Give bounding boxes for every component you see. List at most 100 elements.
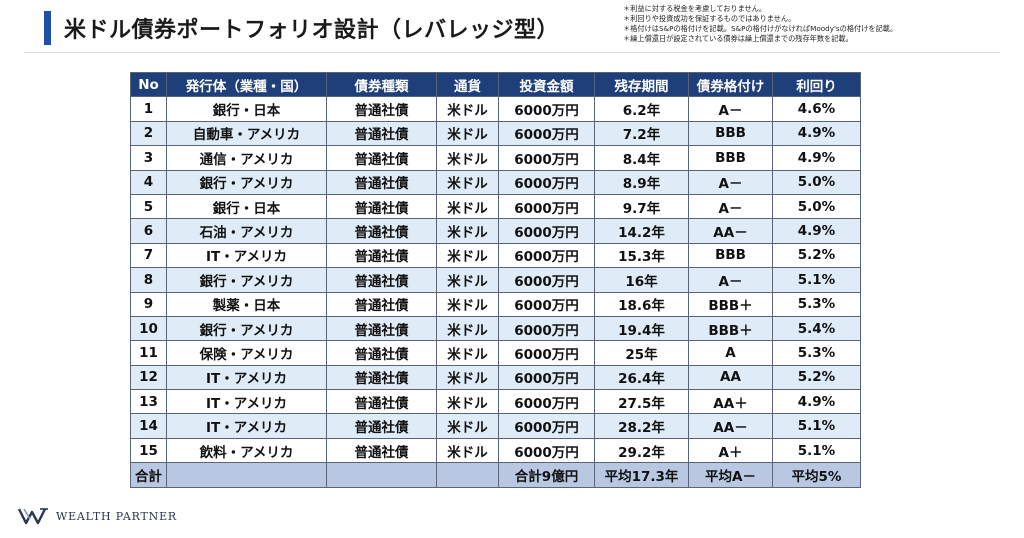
cell-col-bond-type: 普通社債 xyxy=(326,413,437,439)
cell-col-bond-type: 普通社債 xyxy=(326,96,437,122)
page-title: 米ドル債券ポートフォリオ設計（レバレッジ型） xyxy=(64,18,560,43)
cell-col-currency: 米ドル xyxy=(436,96,499,122)
cell-col-remaining-term: 8.9年 xyxy=(594,169,689,195)
cell-col-currency: 米ドル xyxy=(436,193,499,220)
cell-col-issuer: 銀行・アメリカ xyxy=(166,169,327,195)
total-col-rating: 平均A－ xyxy=(688,462,773,488)
header-divider xyxy=(24,52,1000,53)
cell-col-no: 8 xyxy=(130,267,167,293)
table-row: 10 銀行・アメリカ 普通社債 米ドル 6000万円 19.4年 BBB＋ 5.4% xyxy=(130,315,861,342)
cell-col-rating: BBB xyxy=(688,145,773,171)
header-col-bond-type: 債券種類 xyxy=(326,71,437,98)
cell-col-rating: AA＋ xyxy=(688,389,773,415)
cell-col-amount: 6000万円 xyxy=(498,193,595,220)
cell-col-currency: 米ドル xyxy=(436,218,499,244)
cell-col-amount: 6000万円 xyxy=(498,437,595,464)
cell-col-bond-type: 普通社債 xyxy=(326,389,437,415)
cell-col-no: 13 xyxy=(130,389,167,415)
cell-col-currency: 米ドル xyxy=(436,437,499,464)
disclaimer-note: ＊格付けはS&Pの格付けを記載。S&Pの格付けがなければMoody'sの格付けを… xyxy=(623,24,898,33)
cell-col-amount: 6000万円 xyxy=(498,267,595,293)
cell-col-amount: 6000万円 xyxy=(498,218,595,244)
cell-col-amount: 6000万円 xyxy=(498,169,595,195)
cell-col-issuer: 自動車・アメリカ xyxy=(166,120,327,147)
cell-col-amount: 6000万円 xyxy=(498,145,595,171)
cell-col-issuer: 銀行・日本 xyxy=(166,96,327,122)
cell-col-no: 12 xyxy=(130,364,167,391)
cell-col-rating: A＋ xyxy=(688,437,773,464)
cell-col-issuer: IT・アメリカ xyxy=(166,389,327,415)
cell-col-remaining-term: 7.2年 xyxy=(594,120,689,147)
cell-col-remaining-term: 8.4年 xyxy=(594,145,689,171)
total-col-no: 合計 xyxy=(130,462,167,488)
total-col-amount: 合計9億円 xyxy=(498,462,595,488)
cell-col-amount: 6000万円 xyxy=(498,389,595,415)
cell-col-issuer: 製薬・日本 xyxy=(166,291,327,317)
wealth-partner-w-mark-icon xyxy=(18,508,48,525)
cell-col-currency: 米ドル xyxy=(436,120,499,147)
cell-col-remaining-term: 29.2年 xyxy=(594,437,689,464)
cell-col-rating: A－ xyxy=(688,96,773,122)
table-header-row: No 発行体（業種・国） 債券種類 通貨 投資金額 残存期間 債券格付け 利回り xyxy=(130,71,861,98)
table-row: 12 IT・アメリカ 普通社債 米ドル 6000万円 26.4年 AA 5.2% xyxy=(130,364,861,391)
table-row: 8 銀行・アメリカ 普通社債 米ドル 6000万円 16年 A－ 5.1% xyxy=(130,267,861,293)
cell-col-currency: 米ドル xyxy=(436,145,499,171)
cell-col-amount: 6000万円 xyxy=(498,340,595,366)
cell-col-no: 15 xyxy=(130,437,167,464)
table-row: 4 銀行・アメリカ 普通社債 米ドル 6000万円 8.9年 A－ 5.0% xyxy=(130,169,861,195)
cell-col-remaining-term: 6.2年 xyxy=(594,96,689,122)
cell-col-remaining-term: 26.4年 xyxy=(594,364,689,391)
cell-col-issuer: 銀行・日本 xyxy=(166,193,327,220)
cell-col-currency: 米ドル xyxy=(436,389,499,415)
cell-col-no: 1 xyxy=(130,96,167,122)
table-row: 14 IT・アメリカ 普通社債 米ドル 6000万円 28.2年 AA－ 5.1% xyxy=(130,413,861,439)
disclaimer-note: ＊利回りや投資成功を保証するものではありません。 xyxy=(623,14,796,23)
cell-col-rating: AA xyxy=(688,364,773,391)
table-row: 15 飲料・アメリカ 普通社債 米ドル 6000万円 29.2年 A＋ 5.1% xyxy=(130,437,861,464)
cell-col-remaining-term: 9.7年 xyxy=(594,193,689,220)
cell-col-bond-type: 普通社債 xyxy=(326,437,437,464)
cell-col-yield: 4.9% xyxy=(772,145,861,171)
total-col-currency xyxy=(436,462,499,488)
cell-col-no: 3 xyxy=(130,145,167,171)
cell-col-no: 10 xyxy=(130,315,167,342)
cell-col-yield: 5.2% xyxy=(772,242,861,269)
header-col-remaining-term: 残存期間 xyxy=(594,71,689,98)
page-header: 米ドル債券ポートフォリオ設計（レバレッジ型） ＊利益に対する税金を考慮しておりま… xyxy=(0,0,1024,53)
cell-col-bond-type: 普通社債 xyxy=(326,169,437,195)
cell-col-bond-type: 普通社債 xyxy=(326,291,437,317)
cell-col-currency: 米ドル xyxy=(436,364,499,391)
cell-col-rating: BBB＋ xyxy=(688,315,773,342)
cell-col-no: 5 xyxy=(130,193,167,220)
logo-text: WEALTH PARTNER xyxy=(56,509,178,523)
cell-col-yield: 5.3% xyxy=(772,340,861,366)
cell-col-amount: 6000万円 xyxy=(498,120,595,147)
cell-col-bond-type: 普通社債 xyxy=(326,120,437,147)
cell-col-amount: 6000万円 xyxy=(498,242,595,269)
total-col-remaining-term: 平均17.3年 xyxy=(594,462,689,488)
cell-col-yield: 5.1% xyxy=(772,413,861,439)
header-col-issuer: 発行体（業種・国） xyxy=(166,71,327,98)
cell-col-bond-type: 普通社債 xyxy=(326,242,437,269)
table-row: 7 IT・アメリカ 普通社債 米ドル 6000万円 15.3年 BBB 5.2% xyxy=(130,242,861,269)
table-row: 9 製薬・日本 普通社債 米ドル 6000万円 18.6年 BBB＋ 5.3% xyxy=(130,291,861,317)
cell-col-yield: 5.1% xyxy=(772,437,861,464)
cell-col-remaining-term: 19.4年 xyxy=(594,315,689,342)
cell-col-remaining-term: 16年 xyxy=(594,267,689,293)
header-col-yield: 利回り xyxy=(772,71,861,98)
cell-col-no: 11 xyxy=(130,340,167,366)
cell-col-issuer: 銀行・アメリカ xyxy=(166,315,327,342)
cell-col-currency: 米ドル xyxy=(436,413,499,439)
cell-col-no: 6 xyxy=(130,218,167,244)
table-row: 1 銀行・日本 普通社債 米ドル 6000万円 6.2年 A－ 4.6% xyxy=(130,96,861,122)
title-accent-bar xyxy=(44,11,51,45)
cell-col-issuer: 石油・アメリカ xyxy=(166,218,327,244)
cell-col-remaining-term: 18.6年 xyxy=(594,291,689,317)
cell-col-yield: 4.9% xyxy=(772,120,861,147)
cell-col-currency: 米ドル xyxy=(436,242,499,269)
disclaimer-note: ＊繰上償還日が設定されている債券は繰上償還までの残存年数を記載。 xyxy=(623,34,853,43)
cell-col-amount: 6000万円 xyxy=(498,291,595,317)
table-row: 5 銀行・日本 普通社債 米ドル 6000万円 9.7年 A－ 5.0% xyxy=(130,193,861,220)
cell-col-bond-type: 普通社債 xyxy=(326,340,437,366)
cell-col-remaining-term: 25年 xyxy=(594,340,689,366)
